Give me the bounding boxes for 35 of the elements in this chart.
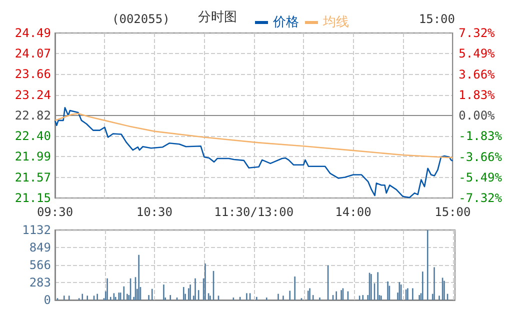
y-tick-label: 23.24 — [14, 88, 51, 102]
line-series — [54, 106, 454, 198]
y2-tick-label: 5.49% — [458, 46, 496, 61]
y-tick-label: 23.66 — [14, 67, 51, 82]
y-tick-label: 22.40 — [14, 129, 51, 144]
y-tick-label: 24.49 — [14, 26, 51, 40]
y-tick-label: 21.99 — [14, 150, 51, 164]
x-tick-label: 11:30/13:00 — [214, 205, 294, 219]
y2-tick-label: 3.66% — [458, 67, 496, 82]
y2-tick-label: 1.83% — [458, 88, 496, 102]
x-tick-label: 10:30 — [136, 205, 172, 219]
chart-title: 分时图 — [198, 10, 237, 25]
y-tick-label: 0 — [44, 293, 51, 307]
text: 15:00 — [418, 12, 455, 26]
y-tick-label: 21.57 — [14, 170, 51, 184]
y-tick-label: 24.07 — [14, 46, 51, 61]
y2-tick-label: -1.83% — [458, 129, 503, 144]
x-tick-label: 15:00 — [434, 205, 471, 219]
line-series — [54, 112, 454, 158]
y2-tick-label: -5.49% — [458, 170, 503, 184]
y2-tick-label: 0.00% — [458, 108, 496, 122]
y2-tick-label: -3.66% — [458, 150, 503, 164]
y-tick-label: 283 — [29, 276, 51, 290]
x-tick-label: 14:00 — [335, 205, 372, 219]
x-tick-label: 09:30 — [36, 205, 74, 219]
y-tick-label: 22.82 — [14, 108, 51, 122]
text: (002055) — [112, 12, 170, 26]
y2-tick-label: 7.32% — [458, 26, 496, 40]
y2-tick-label: -7.32% — [458, 191, 503, 205]
y-tick-label: 849 — [29, 240, 51, 254]
y-tick-label: 566 — [29, 258, 51, 272]
legend-label: 均线 — [322, 15, 349, 30]
legend-label: 价格 — [272, 15, 299, 30]
y-tick-label: 1132 — [22, 223, 51, 237]
y-tick-label: 21.15 — [14, 191, 51, 205]
